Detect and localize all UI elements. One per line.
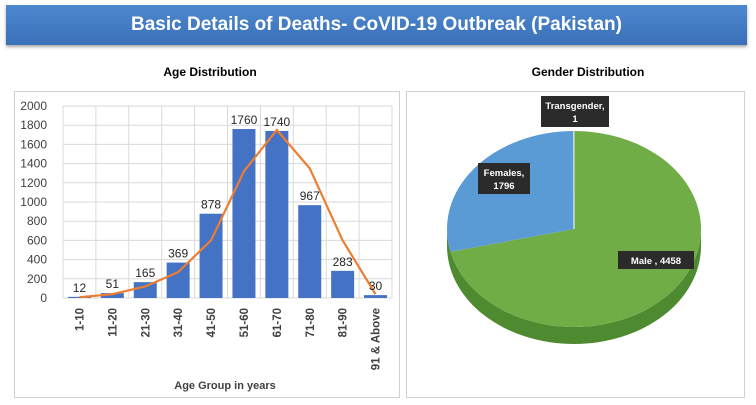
- bar-51-60: [232, 129, 256, 298]
- females-label-value: 1796: [493, 181, 514, 192]
- y-tick-label: 1000: [20, 195, 47, 209]
- y-tick-label: 1200: [20, 176, 47, 190]
- bar-value-label: 967: [300, 189, 320, 203]
- bar-41-50: [199, 213, 223, 298]
- bar-1-10: [67, 296, 91, 298]
- gender-distribution-chart: Transgender, 1 Females, 1796 Male , 4458: [447, 96, 701, 344]
- bar-61-70: [265, 130, 289, 298]
- male-label: Male , 4458: [618, 251, 694, 269]
- bar-71-80: [298, 205, 322, 298]
- bar-value-label: 1740: [263, 115, 290, 129]
- bar-value-label: 12: [73, 281, 87, 295]
- page-banner: Basic Details of Deaths- CoVID-19 Outbre…: [6, 5, 747, 45]
- pie-slice-male: [450, 131, 701, 327]
- x-tick-label: 81-90: [338, 308, 350, 337]
- bar-value-label: 369: [168, 247, 188, 261]
- gender-chart-panel: Transgender, 1 Females, 1796 Male , 4458: [406, 91, 745, 398]
- bar-11-20: [100, 293, 124, 298]
- x-tick-label: 11-20: [107, 308, 119, 337]
- y-tick-label: 1400: [20, 157, 47, 171]
- age-chart-panel: 0 200 400 600 800 1000 1200 1400 1600 1800 2000 12 1…: [14, 91, 400, 398]
- bar-value-label: 51: [106, 277, 120, 291]
- x-tick-label: 31-40: [173, 308, 185, 337]
- transgender-label: Transgender, 1: [541, 96, 609, 127]
- females-label-name: Females,: [484, 168, 525, 179]
- x-tick-label: 21-30: [140, 308, 152, 337]
- x-tick-label: 51-60: [239, 308, 251, 337]
- transgender-label-value: 1: [572, 114, 578, 125]
- y-tick-label: 600: [27, 233, 47, 247]
- females-label: Females, 1796: [478, 163, 530, 194]
- y-tick-label: 200: [27, 272, 47, 286]
- x-tick-label: 71-80: [305, 308, 317, 337]
- trend-line: [79, 128, 377, 299]
- age-distribution-chart: 0 200 400 600 800 1000 1200 1400 1600 1800 2000 12 1…: [20, 99, 393, 392]
- bar-value-label: 30: [369, 279, 383, 293]
- bar-81-90: [331, 270, 355, 298]
- y-tick-label: 1800: [20, 118, 47, 132]
- y-tick-label: 400: [27, 253, 47, 267]
- transgender-label-name: Transgender,: [545, 101, 604, 112]
- x-tick-label: 91 & Above: [371, 308, 383, 370]
- x-tick-label: 61-70: [272, 308, 284, 337]
- y-tick-label: 0: [40, 291, 47, 305]
- bar-21-30: [133, 282, 157, 298]
- x-tick-label: 1-10: [74, 308, 86, 331]
- bar-value-label: 165: [135, 266, 155, 280]
- y-tick-label: 800: [27, 214, 47, 228]
- x-axis-title: Age Group in years: [174, 380, 275, 392]
- bar-91 & Above: [364, 295, 388, 298]
- age-chart-title: Age Distribution: [163, 65, 257, 79]
- page-title: Basic Details of Deaths- CoVID-19 Outbre…: [131, 14, 622, 35]
- y-tick-label: 2000: [20, 99, 47, 113]
- male-label-text: Male , 4458: [631, 256, 681, 267]
- bar-31-40: [166, 262, 190, 298]
- y-tick-label: 1600: [20, 137, 47, 151]
- bar-value-label: 878: [201, 198, 221, 212]
- x-tick-label: 41-50: [206, 308, 218, 337]
- pie-side-wall: [447, 229, 701, 344]
- gender-chart-title: Gender Distribution: [531, 65, 645, 79]
- bar-value-label: 283: [333, 255, 353, 269]
- bar-value-label: 1760: [231, 113, 258, 127]
